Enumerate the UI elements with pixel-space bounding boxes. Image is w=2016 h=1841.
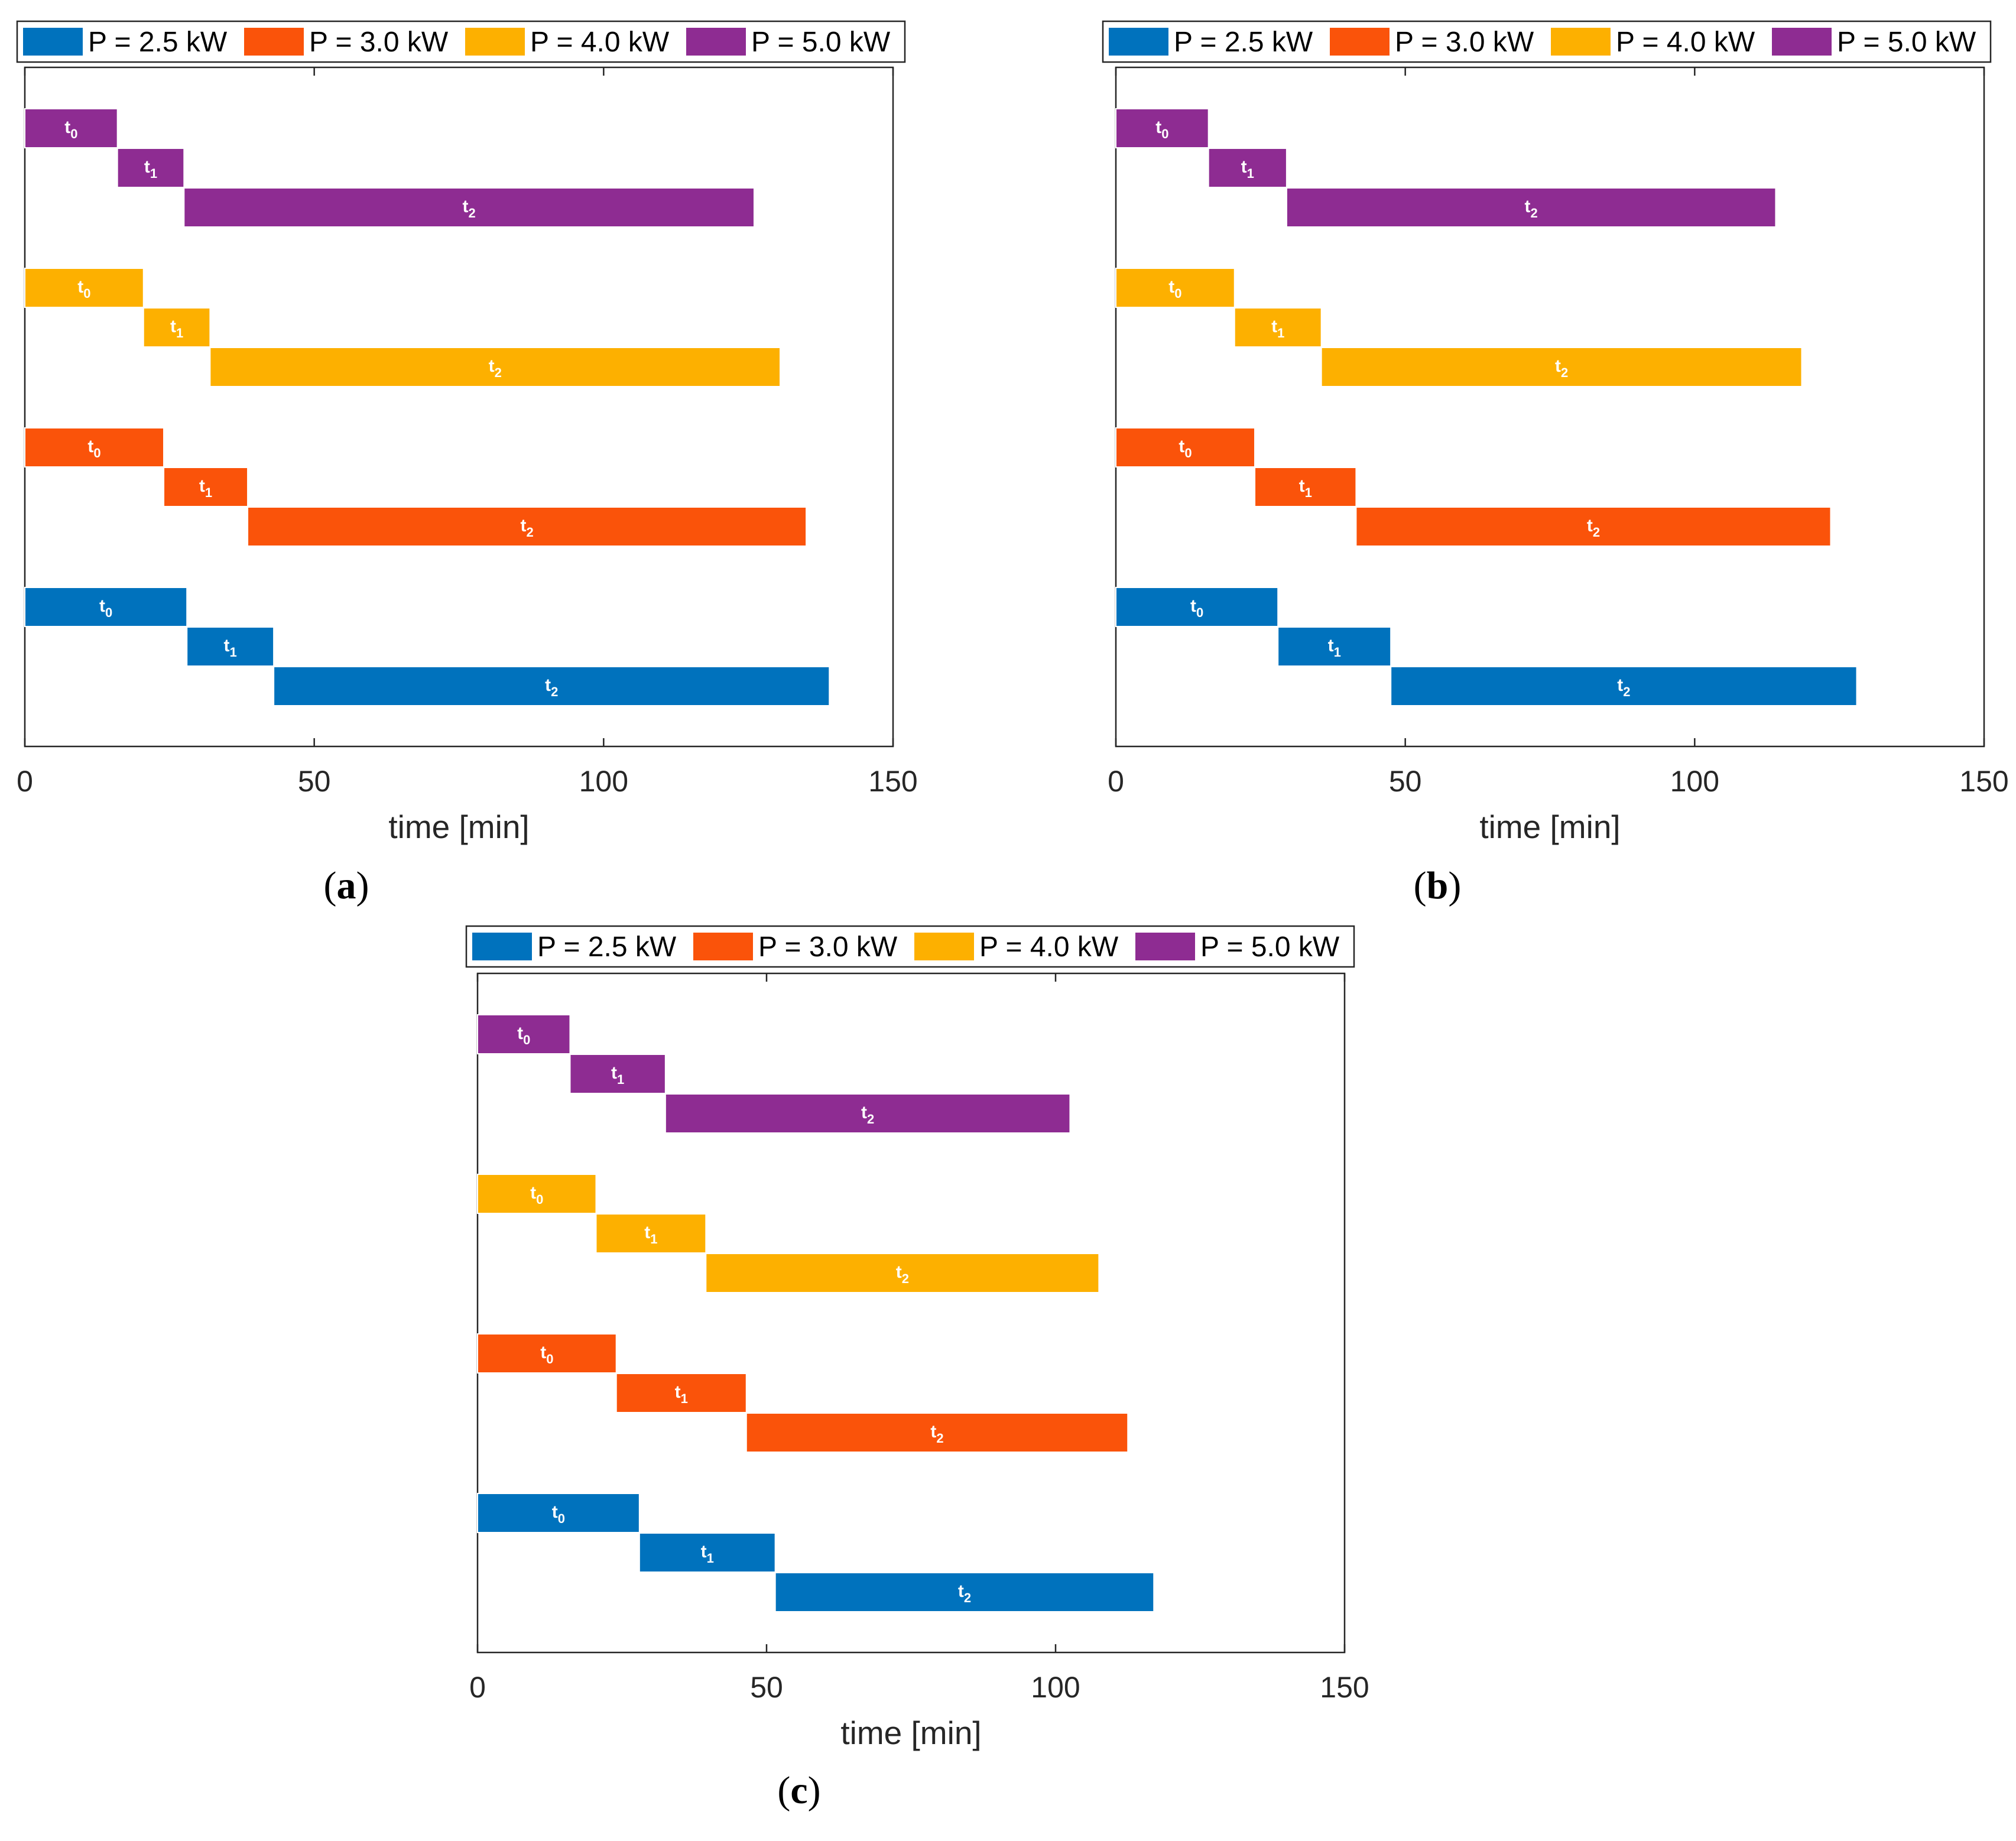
bar-segment	[615, 1373, 747, 1413]
bar-segment	[247, 506, 807, 547]
bar-segment	[273, 666, 830, 706]
bar-segment	[595, 1213, 707, 1254]
bar-segment	[24, 268, 144, 308]
legend-swatch	[1330, 28, 1390, 56]
bar-segment	[477, 1014, 571, 1054]
legend-entry-label: P = 3.0 kW	[758, 931, 898, 963]
bar-segment	[142, 307, 211, 348]
legend-box	[465, 925, 1355, 968]
bar-segment	[1115, 108, 1209, 148]
bar-segment	[24, 587, 188, 627]
legend-swatch	[23, 28, 83, 56]
legend-entry-label: P = 3.0 kW	[1395, 27, 1534, 58]
bar-segment	[705, 1253, 1100, 1293]
x-tick-label: 0	[17, 765, 33, 798]
panel-label: (b)	[1414, 864, 1462, 907]
legend-entry-label: P = 2.5 kW	[537, 931, 677, 963]
legend-swatch	[472, 933, 532, 960]
legend-swatch	[1135, 933, 1195, 960]
bar-segment	[24, 427, 165, 467]
bar-segment	[1207, 148, 1287, 188]
x-tick-label: 50	[298, 765, 331, 798]
bar-segment	[477, 1333, 617, 1374]
legend-entry-label: P = 5.0 kW	[751, 27, 891, 58]
x-tick-label: 100	[1031, 1671, 1080, 1704]
bar-segment	[1115, 268, 1235, 308]
panel-label: (c)	[777, 1769, 820, 1812]
x-axis-label: time [min]	[388, 809, 529, 845]
bar-segment	[183, 187, 755, 228]
bar-segment	[569, 1054, 666, 1094]
legend-entry-label: P = 4.0 kW	[979, 931, 1119, 963]
bar-segment	[1277, 626, 1392, 667]
legend-entry-label: P = 5.0 kW	[1837, 27, 1976, 58]
bar-segment	[1355, 506, 1832, 547]
legend-entry-label: P = 2.5 kW	[88, 27, 228, 58]
legend-box	[16, 20, 906, 63]
legend-swatch	[693, 933, 753, 960]
bar-segment	[1115, 427, 1256, 467]
bar-segment	[1285, 187, 1777, 228]
x-axis-label: time [min]	[840, 1715, 981, 1751]
x-axis-label: time [min]	[1479, 809, 1620, 845]
x-tick-label: 150	[1320, 1671, 1369, 1704]
bar-label: t1	[1328, 636, 1341, 660]
panel-label: (a)	[324, 864, 369, 907]
legend-box	[1102, 20, 1992, 63]
legend: P = 2.5 kW P = 3.0 kW P = 4.0 kW P = 5.0 kW	[1102, 20, 1992, 63]
legend-entry-label: P = 3.0 kW	[309, 27, 449, 58]
bar-segment	[638, 1532, 776, 1573]
legend-entry-label: P = 4.0 kW	[1616, 27, 1755, 58]
bar-segment	[745, 1413, 1129, 1453]
x-tick-label: 100	[579, 765, 628, 798]
bar-segment	[116, 148, 185, 188]
x-tick-label: 150	[868, 765, 917, 798]
legend-swatch	[1772, 28, 1832, 56]
legend-entry-label: P = 5.0 kW	[1200, 931, 1340, 963]
x-tick-label: 50	[1389, 765, 1422, 798]
bar-segment	[1320, 347, 1803, 387]
bar-segment	[477, 1174, 597, 1214]
legend-swatch	[914, 933, 974, 960]
x-tick-label: 0	[1108, 765, 1124, 798]
legend-swatch	[1109, 28, 1168, 56]
x-tick-label: 150	[1959, 765, 2008, 798]
bar-segment	[24, 108, 118, 148]
legend-swatch	[465, 28, 525, 56]
legend-swatch	[1551, 28, 1611, 56]
legend: P = 2.5 kW P = 3.0 kW P = 4.0 kW P = 5.0 kW	[465, 925, 1355, 968]
legend-entry-label: P = 4.0 kW	[530, 27, 670, 58]
legend-entry-label: P = 2.5 kW	[1174, 27, 1313, 58]
bar-segment	[186, 626, 275, 667]
bar-segment	[1115, 587, 1279, 627]
legend-swatch	[244, 28, 304, 56]
bar-segment	[1390, 666, 1858, 706]
x-tick-label: 0	[469, 1671, 486, 1704]
bar-segment	[1233, 307, 1322, 348]
legend: P = 2.5 kW P = 3.0 kW P = 4.0 kW P = 5.0 kW	[16, 20, 906, 63]
bar-segment	[477, 1493, 640, 1533]
bar-segment	[664, 1093, 1071, 1134]
bar-segment	[163, 467, 249, 507]
bar-segment	[774, 1572, 1155, 1612]
bar-segment	[1254, 467, 1357, 507]
x-tick-label: 50	[750, 1671, 783, 1704]
legend-swatch	[686, 28, 746, 56]
bar-segment	[209, 347, 781, 387]
x-tick-label: 100	[1670, 765, 1719, 798]
